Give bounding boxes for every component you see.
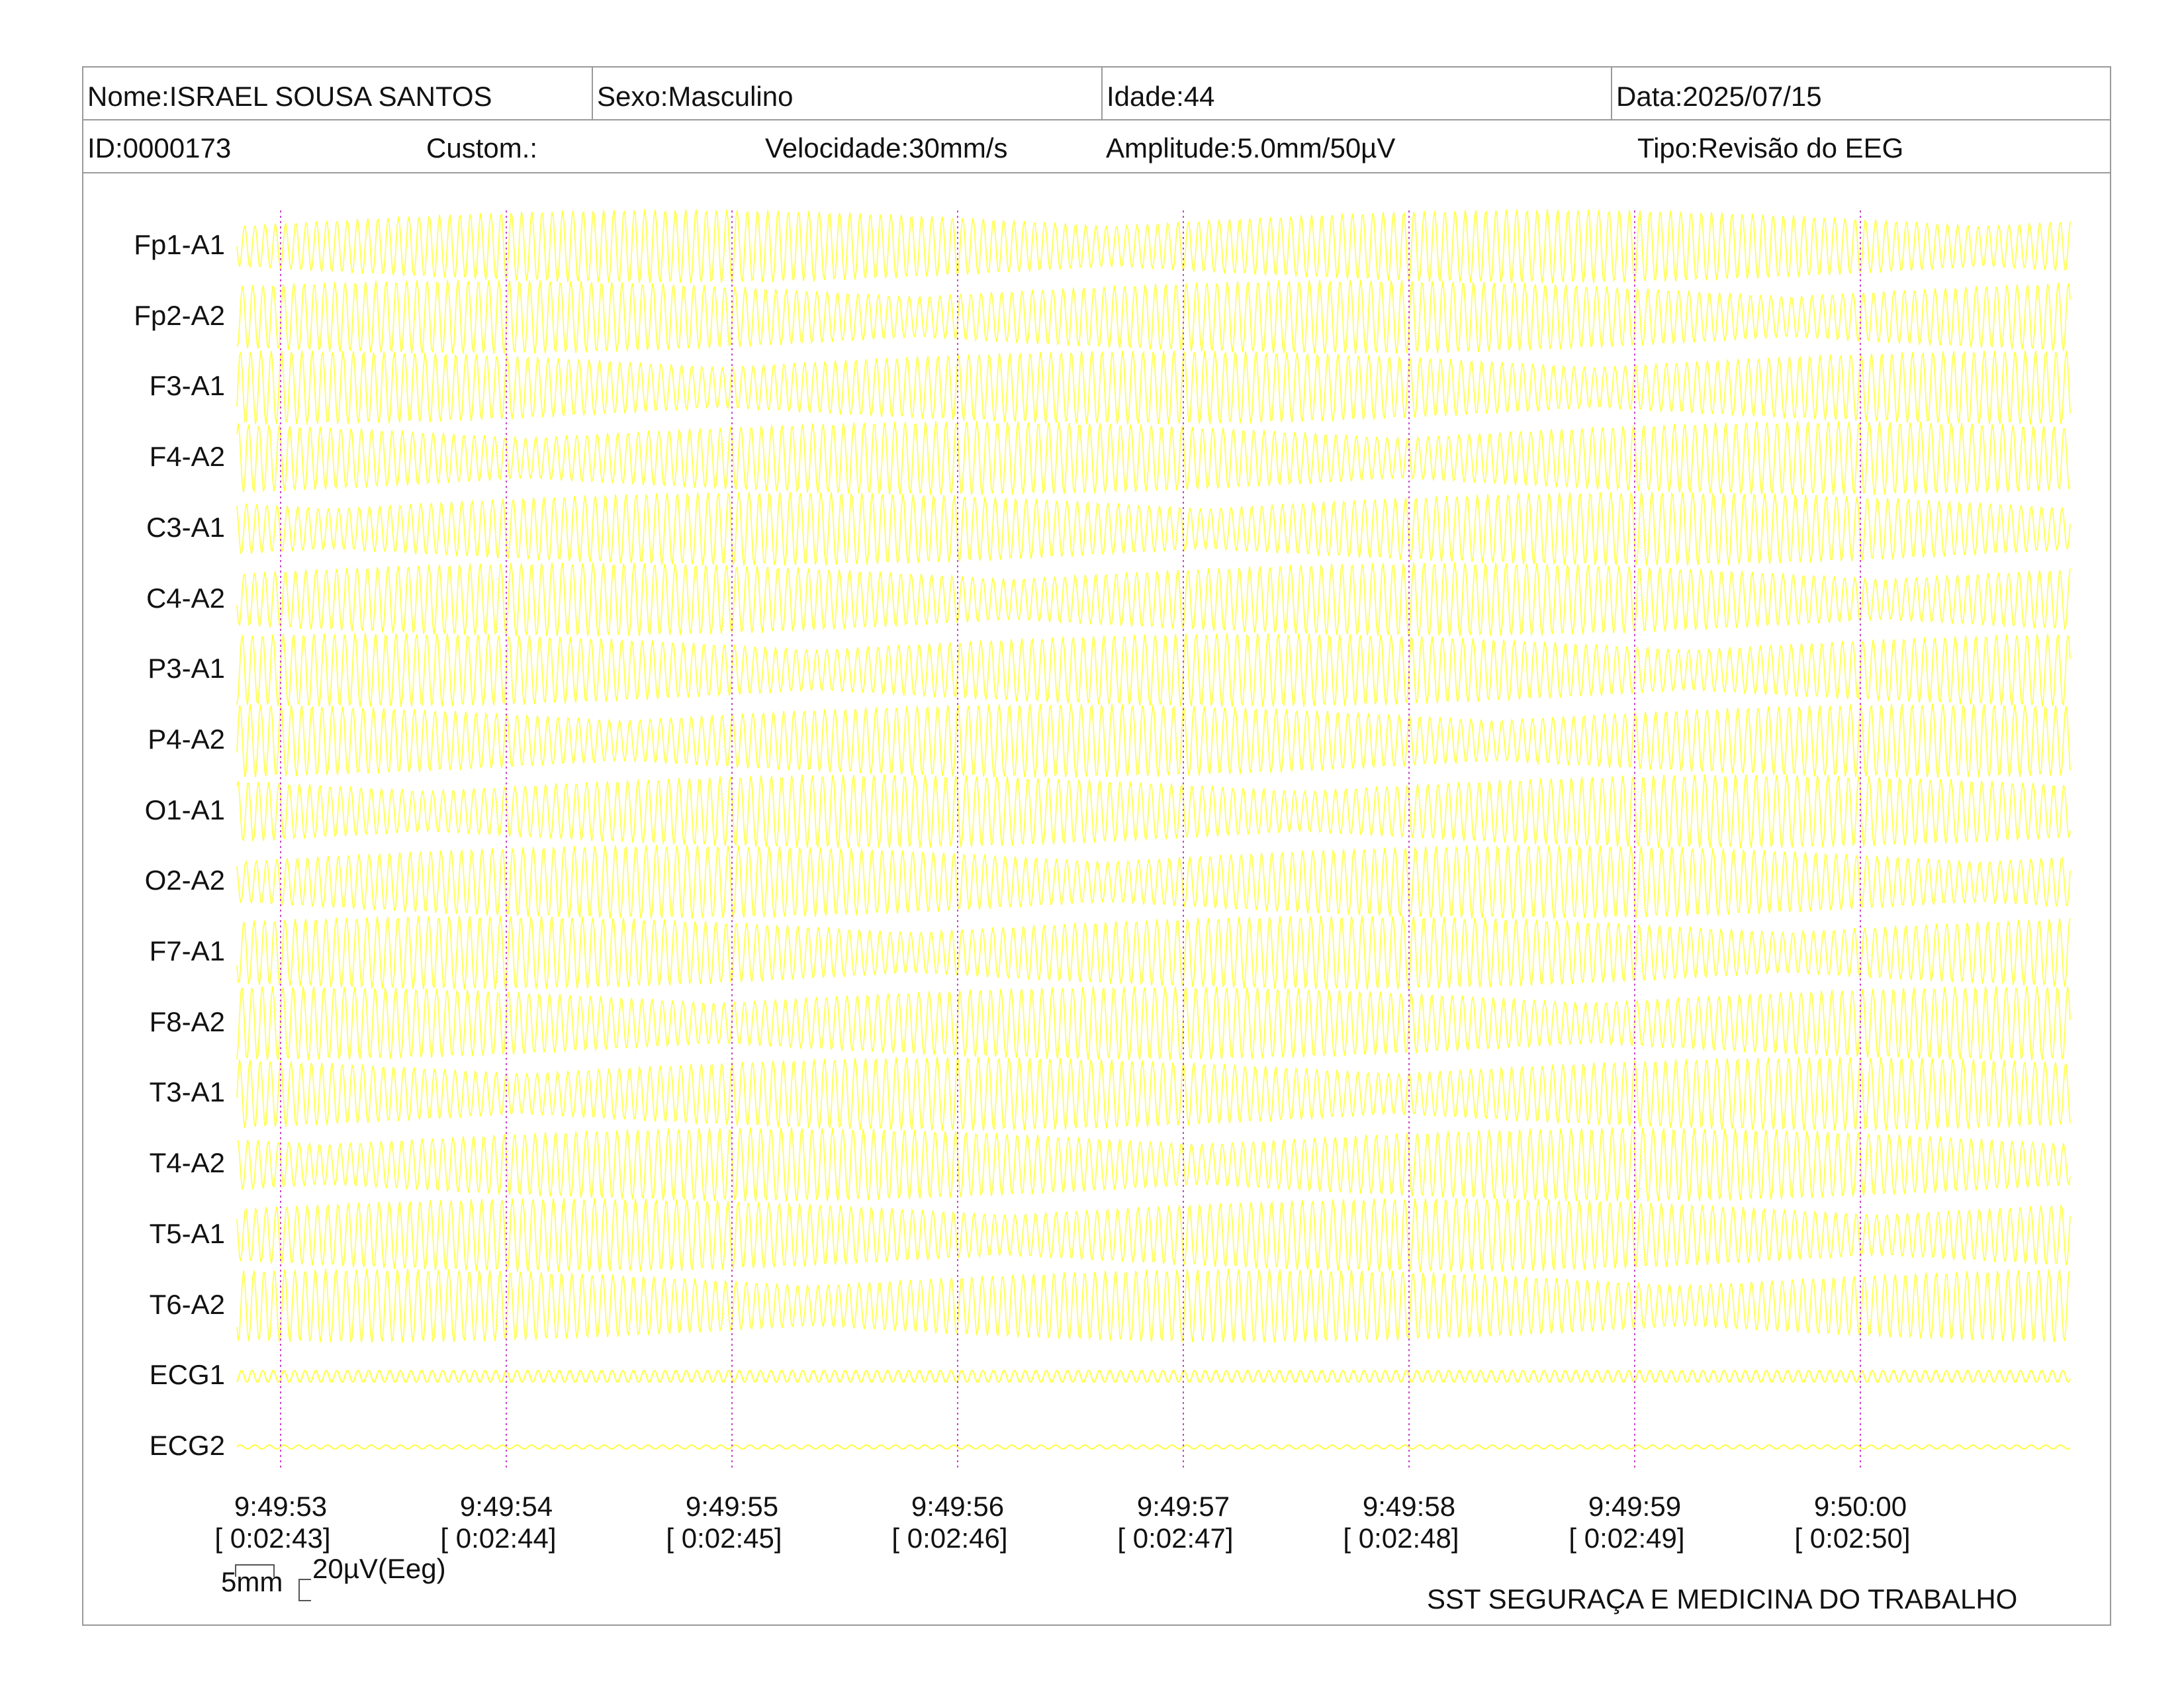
amplitude-scale-label: 20µV(Eeg) bbox=[312, 1553, 446, 1584]
channel-trace bbox=[236, 986, 2071, 1060]
time-marker-clock: 9:49:56 bbox=[911, 1491, 1005, 1522]
channel-label: ECG2 bbox=[149, 1429, 225, 1461]
channel-trace bbox=[236, 279, 2071, 354]
channel-trace bbox=[236, 1370, 2071, 1383]
patient-sex: Sexo:Masculino bbox=[593, 68, 1103, 119]
time-marker-elapsed: [ 0:02:48] bbox=[1343, 1523, 1459, 1554]
channel-label: C4-A2 bbox=[146, 582, 225, 614]
channel-label: T4-A2 bbox=[149, 1147, 225, 1179]
channel-trace bbox=[236, 1127, 2071, 1202]
channel-trace bbox=[236, 844, 2071, 919]
time-marker-elapsed: [ 0:02:45] bbox=[666, 1523, 782, 1554]
channel-trace bbox=[236, 1056, 2071, 1131]
channel-trace bbox=[236, 350, 2071, 425]
time-marker-elapsed: [ 0:02:49] bbox=[1569, 1523, 1685, 1554]
patient-age: Idade:44 bbox=[1103, 68, 1612, 119]
channel-label: C3-A1 bbox=[146, 511, 225, 543]
channel-label: F4-A2 bbox=[149, 441, 225, 473]
channel-label: T6-A2 bbox=[149, 1288, 225, 1320]
channel-trace bbox=[236, 1197, 2071, 1272]
channel-label: T5-A1 bbox=[149, 1217, 225, 1249]
channel-trace bbox=[236, 1268, 2071, 1343]
patient-id: ID:0000173 bbox=[87, 132, 232, 164]
amplitude-setting: Amplitude:5.0mm/50µV bbox=[1106, 132, 1396, 164]
channel-label: P3-A1 bbox=[148, 653, 225, 684]
channel-label: O2-A2 bbox=[144, 865, 225, 896]
speed-setting: Velocidade:30mm/s bbox=[765, 132, 1008, 164]
time-marker-clock: 9:49:53 bbox=[234, 1491, 328, 1522]
channel-label: Fp2-A2 bbox=[134, 299, 225, 331]
channel-trace bbox=[236, 915, 2071, 990]
time-marker-elapsed: [ 0:02:46] bbox=[891, 1523, 1008, 1554]
channel-trace bbox=[236, 421, 2071, 496]
time-marker-elapsed: [ 0:02:44] bbox=[440, 1523, 557, 1554]
channel-trace bbox=[236, 1444, 2071, 1450]
time-marker-elapsed: [ 0:02:47] bbox=[1117, 1523, 1234, 1554]
channel-trace bbox=[236, 633, 2071, 708]
channel-trace bbox=[236, 562, 2071, 637]
time-marker-elapsed: [ 0:02:43] bbox=[214, 1523, 331, 1554]
patient-name: Nome:ISRAEL SOUSA SANTOS bbox=[83, 68, 593, 119]
time-marker-clock: 9:49:59 bbox=[1588, 1491, 1682, 1522]
channel-trace bbox=[236, 209, 2071, 284]
time-scale-label: 5mm bbox=[221, 1566, 283, 1597]
channel-label: P4-A2 bbox=[148, 723, 225, 755]
exam-date: Data:2025/07/15 bbox=[1616, 81, 1822, 112]
time-marker-clock: 9:49:58 bbox=[1362, 1491, 1456, 1522]
channel-trace bbox=[236, 491, 2071, 566]
header-row-patient: Nome:ISRAEL SOUSA SANTOS Sexo:Masculino … bbox=[83, 68, 2110, 120]
channel-label: ECG1 bbox=[149, 1359, 225, 1391]
channel-label: Fp1-A1 bbox=[134, 229, 225, 260]
review-type: Tipo:Revisão do EEG bbox=[1637, 132, 1904, 164]
time-marker-clock: 9:49:55 bbox=[685, 1491, 779, 1522]
channel-label: F8-A2 bbox=[149, 1006, 225, 1037]
channel-label: O1-A1 bbox=[144, 794, 225, 825]
time-marker-clock: 9:49:54 bbox=[459, 1491, 553, 1522]
custom-field: Custom.: bbox=[426, 132, 538, 164]
channel-trace bbox=[236, 703, 2071, 778]
channel-label: F7-A1 bbox=[149, 935, 225, 966]
header-row-settings: ID:0000173 Custom.: Velocidade:30mm/s Am… bbox=[83, 120, 2110, 173]
clinic-name: SST SEGURAÇA E MEDICINA DO TRABALHO bbox=[1427, 1583, 2018, 1615]
time-marker-elapsed: [ 0:02:50] bbox=[1794, 1523, 1911, 1554]
channel-trace bbox=[236, 774, 2071, 849]
channel-label: T3-A1 bbox=[149, 1076, 225, 1108]
time-marker-clock: 9:49:57 bbox=[1136, 1491, 1230, 1522]
channel-label: F3-A1 bbox=[149, 370, 225, 402]
report-frame: Nome:ISRAEL SOUSA SANTOS Sexo:Masculino … bbox=[82, 66, 2111, 1626]
time-marker-clock: 9:50:00 bbox=[1813, 1491, 1907, 1522]
